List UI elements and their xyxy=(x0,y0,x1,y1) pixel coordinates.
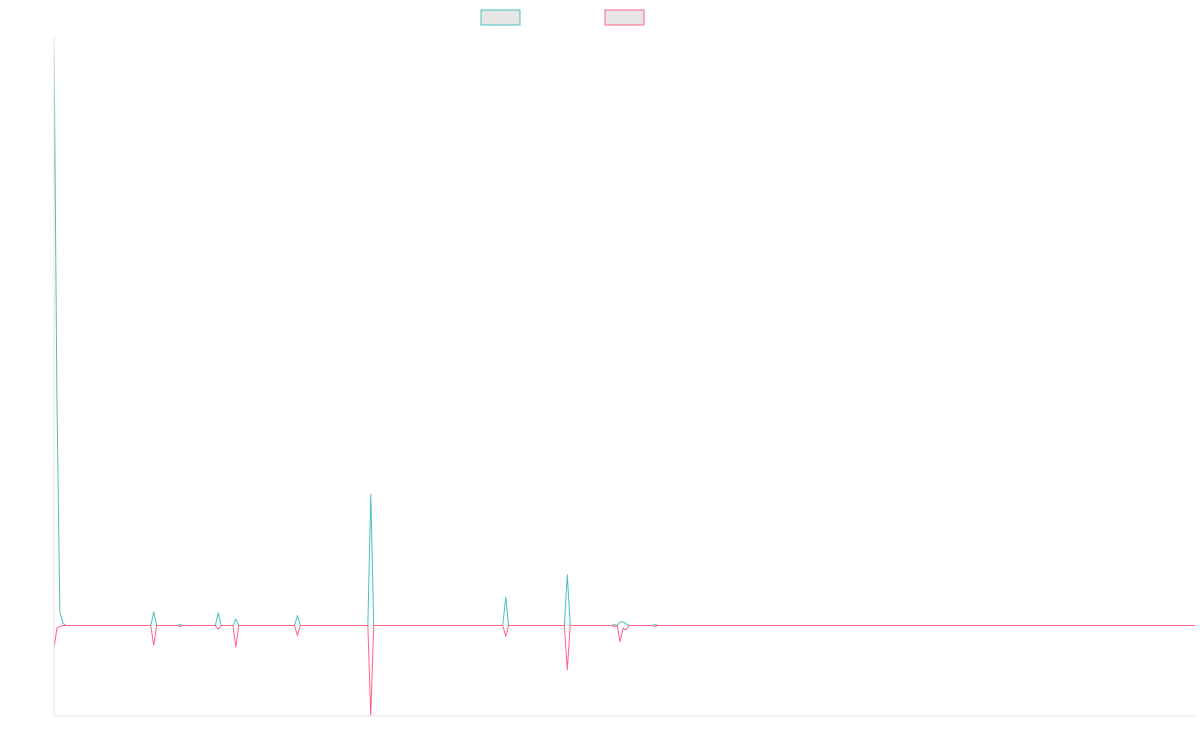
series-line-1 xyxy=(53,36,1195,626)
series-line-2 xyxy=(53,624,1195,717)
series-layer xyxy=(53,36,1195,717)
chart-legend xyxy=(480,9,645,26)
axis-layer xyxy=(53,37,1195,717)
legend-swatch-1[interactable] xyxy=(480,9,521,26)
legend-swatch-2[interactable] xyxy=(604,9,645,26)
